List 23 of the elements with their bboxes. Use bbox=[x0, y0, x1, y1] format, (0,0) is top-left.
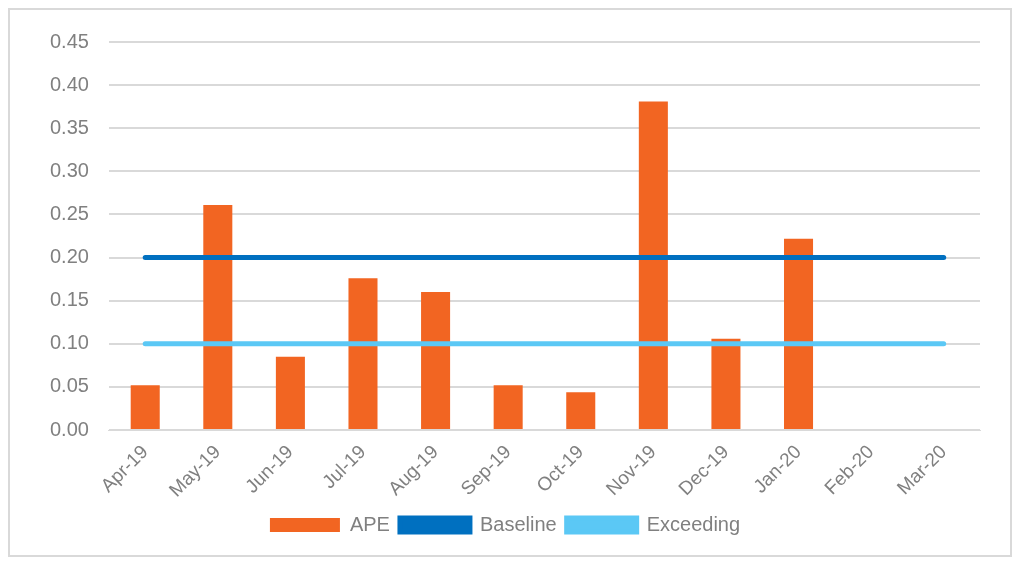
bar bbox=[203, 204, 233, 430]
bar bbox=[348, 278, 378, 430]
legend-label: APE bbox=[349, 512, 390, 535]
bar bbox=[493, 385, 523, 430]
bar bbox=[784, 238, 814, 430]
bar bbox=[638, 101, 668, 430]
y-tick-label: 0.05 bbox=[49, 374, 89, 397]
y-tick-label: 0.15 bbox=[49, 288, 89, 311]
bar bbox=[566, 392, 596, 430]
bar bbox=[421, 292, 451, 430]
bar bbox=[130, 385, 160, 430]
y-tick-label: 0.25 bbox=[49, 202, 89, 224]
legend-label: Baseline bbox=[479, 512, 557, 535]
legend-label: Exceeding bbox=[646, 512, 741, 535]
bar bbox=[711, 338, 741, 430]
y-tick-label: 0.20 bbox=[49, 245, 89, 268]
y-tick-label: 0.35 bbox=[49, 115, 89, 138]
y-tick-label: 0.00 bbox=[49, 417, 89, 440]
y-tick-label: 0.10 bbox=[49, 331, 89, 354]
y-tick-label: 0.40 bbox=[49, 72, 89, 95]
y-tick-label: 0.30 bbox=[49, 158, 89, 181]
bar bbox=[275, 356, 305, 430]
y-tick-label: 0.45 bbox=[49, 29, 89, 52]
